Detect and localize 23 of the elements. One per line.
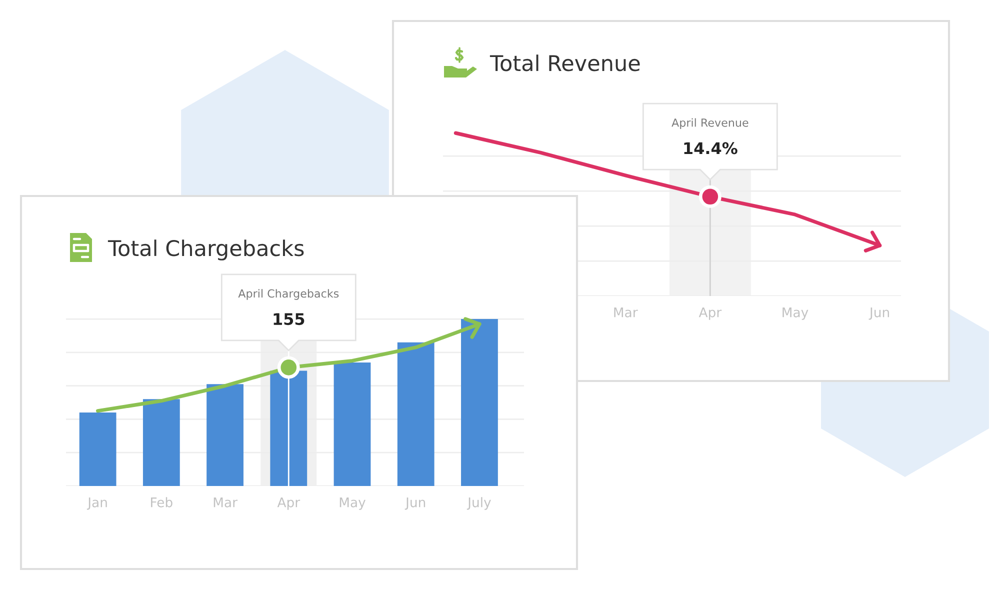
text: April Revenue: [672, 118, 748, 129]
x-tick-label: Apr: [698, 308, 722, 320]
x-tick-label: Jun: [404, 498, 426, 510]
x-tick-label: Mar: [214, 498, 238, 508]
bar: [397, 342, 434, 486]
bar: [461, 319, 498, 486]
x-tick-label: Feb: [151, 497, 172, 508]
x-tick-label: May: [340, 498, 366, 510]
x-tick-label: July: [466, 497, 491, 510]
x-tick-label: May: [782, 308, 808, 320]
x-tick-label: Mar: [614, 308, 638, 318]
x-tick-label: Jun: [868, 308, 889, 320]
annotation: 155: [274, 313, 304, 326]
chart-title: Total Chargebacks: [108, 240, 304, 260]
text: April Chargebacks: [238, 289, 339, 300]
bar: [142, 399, 180, 486]
x-tick-label: Apr: [277, 498, 300, 510]
x-tick-label: Jan: [86, 498, 107, 510]
bar: [206, 384, 244, 486]
annotation: 14.4%: [684, 142, 738, 154]
bar: [334, 362, 371, 486]
chart-title: Total Revenue: [490, 54, 640, 72]
bar: [79, 412, 116, 486]
